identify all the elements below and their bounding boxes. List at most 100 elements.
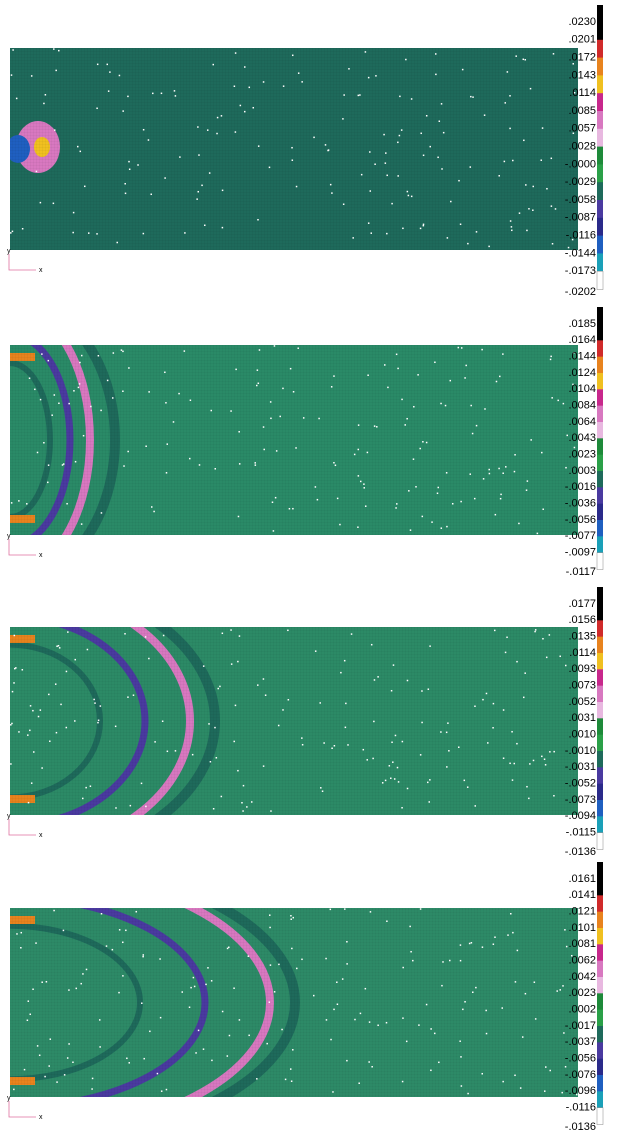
speck xyxy=(365,988,367,990)
speck xyxy=(346,941,348,943)
colorbar-label: .0114 xyxy=(569,647,596,659)
speck xyxy=(460,224,462,226)
colorbar-cap xyxy=(597,5,603,22)
panel: xy.0230.0201.0172.0143.0114.0085.0057.00… xyxy=(6,5,603,298)
speck xyxy=(55,70,57,72)
speck xyxy=(203,1048,205,1050)
speck xyxy=(197,126,199,128)
speck xyxy=(337,1004,339,1006)
speck xyxy=(344,908,346,910)
colorbar-label: .0156 xyxy=(568,614,596,626)
speck xyxy=(374,163,376,165)
speck xyxy=(555,208,557,210)
colorbar-segment xyxy=(597,536,603,553)
speck xyxy=(537,533,539,535)
speck xyxy=(429,779,431,781)
speck xyxy=(422,441,424,443)
speck xyxy=(313,137,315,139)
speck xyxy=(238,431,240,433)
speck xyxy=(115,726,117,728)
speck xyxy=(73,212,75,214)
speck xyxy=(209,172,211,174)
colorbar-segment xyxy=(597,816,603,833)
speck xyxy=(235,369,237,371)
speck xyxy=(402,1017,404,1019)
speck xyxy=(420,133,422,135)
speck xyxy=(529,763,531,765)
speck xyxy=(290,1068,292,1070)
speck xyxy=(243,785,245,787)
colorbar-label: .0185 xyxy=(568,318,596,330)
speck xyxy=(198,1030,200,1032)
speck xyxy=(360,481,362,483)
speck xyxy=(41,767,43,769)
speck xyxy=(290,918,292,920)
speck xyxy=(470,96,472,98)
speck xyxy=(109,71,111,73)
colorbar-segment xyxy=(597,1059,603,1076)
colorbar-label: .0010 xyxy=(568,729,596,741)
colorbar-segment xyxy=(597,422,603,439)
speck xyxy=(428,688,430,690)
colorbar-label: .0161 xyxy=(568,873,596,885)
speck xyxy=(198,154,200,156)
speck xyxy=(58,403,60,405)
speck xyxy=(43,103,45,105)
colorbar-segment xyxy=(597,253,603,271)
colorbar-segment xyxy=(597,438,603,455)
speck xyxy=(476,425,478,427)
colorbar-label: .0003 xyxy=(568,465,596,477)
colorbar-segment xyxy=(597,977,603,994)
colorbar-segment xyxy=(597,271,603,289)
speck xyxy=(270,810,272,812)
speck xyxy=(290,368,292,370)
speck xyxy=(72,1062,74,1064)
speck xyxy=(127,696,129,698)
speck xyxy=(297,347,299,349)
speck xyxy=(254,462,256,464)
speck xyxy=(516,661,518,663)
colorbar-label: .0164 xyxy=(568,334,596,346)
colorbar-label: .0002 xyxy=(568,1004,596,1016)
speck xyxy=(441,985,443,987)
speck xyxy=(239,463,241,465)
speck xyxy=(412,960,414,962)
speck xyxy=(253,107,255,109)
speck xyxy=(358,424,360,426)
speck xyxy=(213,808,215,810)
speck xyxy=(270,964,272,966)
colorbar-segment xyxy=(597,93,603,111)
figure: xy.0230.0201.0172.0143.0114.0085.0057.00… xyxy=(0,0,631,1130)
speck xyxy=(410,951,412,953)
speck xyxy=(36,171,38,173)
speck xyxy=(74,659,76,661)
speck xyxy=(219,686,221,688)
speck xyxy=(118,992,120,994)
colorbar-label: -.0202 xyxy=(565,286,596,298)
speck xyxy=(514,1075,516,1077)
speck xyxy=(173,421,175,423)
speck xyxy=(149,1031,151,1033)
colorbar-label: .0064 xyxy=(568,416,596,428)
speck xyxy=(96,108,98,110)
speck xyxy=(391,690,393,692)
speck xyxy=(373,721,375,723)
speck xyxy=(193,977,195,979)
speck xyxy=(523,59,525,61)
speck xyxy=(334,745,336,747)
speck xyxy=(143,233,145,235)
speck xyxy=(430,1028,432,1030)
speck xyxy=(386,920,388,922)
colorbar-segment xyxy=(597,767,603,784)
speck xyxy=(551,158,553,160)
speck xyxy=(421,690,423,692)
speck xyxy=(163,635,165,637)
speck xyxy=(37,452,39,454)
speck xyxy=(344,660,346,662)
speck xyxy=(125,193,127,195)
speck xyxy=(292,159,294,161)
speck xyxy=(13,1089,15,1091)
colorbar-label: -.0144 xyxy=(565,247,596,259)
speck xyxy=(10,724,12,726)
speck xyxy=(64,1074,65,1076)
